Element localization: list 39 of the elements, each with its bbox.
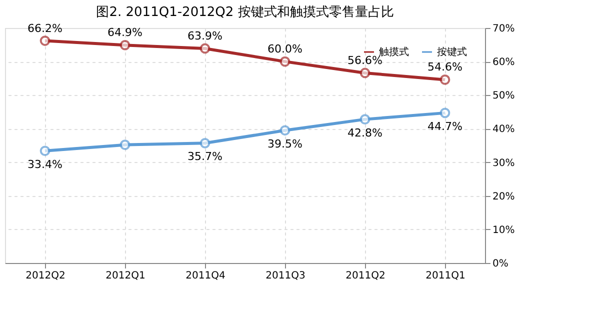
y-tick-label: 60% — [492, 57, 515, 68]
data-label: 35.7% — [188, 150, 222, 164]
y-tick-label: 30% — [492, 158, 515, 169]
data-label: 54.6% — [428, 60, 462, 74]
point — [120, 40, 130, 50]
y-tick-label: 70% — [492, 24, 515, 34]
x-tick-label: 2012Q2 — [26, 270, 66, 282]
x-tick-label: 2011Q1 — [426, 270, 466, 282]
point — [40, 146, 50, 156]
point — [200, 43, 210, 54]
point — [280, 56, 290, 67]
point — [120, 140, 130, 150]
point — [440, 74, 450, 85]
legend-label: 按键式 — [437, 46, 467, 58]
point — [440, 108, 450, 118]
data-label: 63.9% — [188, 29, 222, 42]
point — [40, 36, 50, 46]
legend-label: 触摸式 — [379, 46, 409, 58]
point — [360, 68, 370, 78]
data-label: 33.4% — [28, 158, 62, 171]
x-tick-label: 2012Q1 — [106, 270, 146, 282]
point — [280, 125, 290, 136]
point — [360, 114, 370, 124]
x-tick-label: 2011Q4 — [186, 270, 226, 282]
x-tick-label: 2011Q2 — [346, 270, 386, 282]
x-tick-label: 2011Q3 — [266, 270, 306, 282]
chart-title: 图2. 2011Q1-2012Q2 按键式和触摸式零售量占比 — [96, 4, 394, 20]
data-label: 42.8% — [348, 126, 382, 140]
data-label: 66.2% — [28, 22, 62, 35]
data-label: 44.7% — [428, 120, 462, 133]
point — [200, 138, 210, 148]
y-tick-label: 10% — [492, 224, 515, 236]
y-tick-label: 0% — [492, 258, 508, 270]
data-label: 64.9% — [108, 26, 142, 40]
y-tick-label: 50% — [492, 90, 515, 102]
y-tick-label: 20% — [492, 191, 515, 202]
data-label: 39.5% — [268, 137, 302, 150]
data-label: 60.0% — [268, 42, 302, 56]
y-tick-label: 40% — [492, 124, 515, 136]
